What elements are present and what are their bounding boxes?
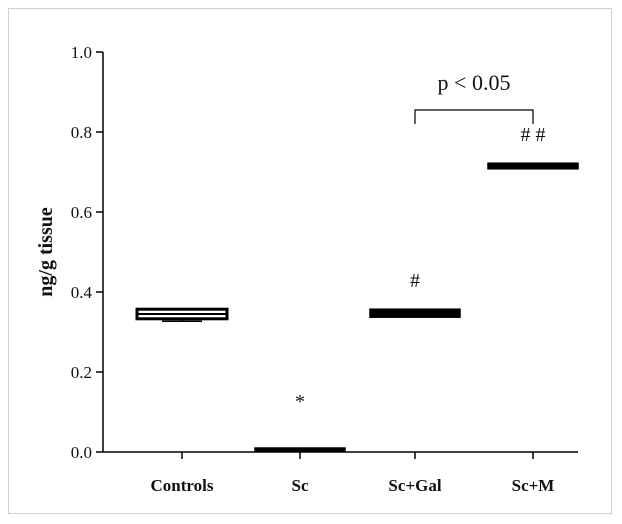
y-tick-label: 0.0 xyxy=(71,443,92,462)
y-tick-label: 1.0 xyxy=(71,43,92,62)
y-axis-label: ng/g tissue xyxy=(35,207,57,297)
significance-marker: # # xyxy=(521,124,546,146)
box-Sc+M xyxy=(487,162,579,170)
p-value-label: p < 0.05 xyxy=(438,70,511,95)
significance-marker: # xyxy=(410,270,420,292)
chart-frame xyxy=(8,8,612,514)
box-Sc xyxy=(254,447,346,452)
x-tick-label: Sc+Gal xyxy=(388,476,441,495)
y-tick-label: 0.6 xyxy=(71,203,92,222)
axes xyxy=(96,51,578,459)
y-tick-label: 0.4 xyxy=(71,283,93,302)
x-tick-label: Controls xyxy=(151,476,214,495)
y-tick-label: 0.2 xyxy=(71,363,92,382)
comparison-bracket xyxy=(414,109,534,124)
chart-labels: 0.0 0.2 0.4 0.6 0.8 1.0 Controls Sc Sc+Gal Sc+M ng… xyxy=(35,43,554,495)
box-Sc+Gal xyxy=(369,308,461,318)
x-tick-label: Sc+M xyxy=(512,476,555,495)
x-tick-label: Sc xyxy=(292,476,309,495)
box-marks xyxy=(135,109,579,452)
y-tick-label: 0.8 xyxy=(71,123,92,142)
significance-marker: * xyxy=(295,391,305,413)
